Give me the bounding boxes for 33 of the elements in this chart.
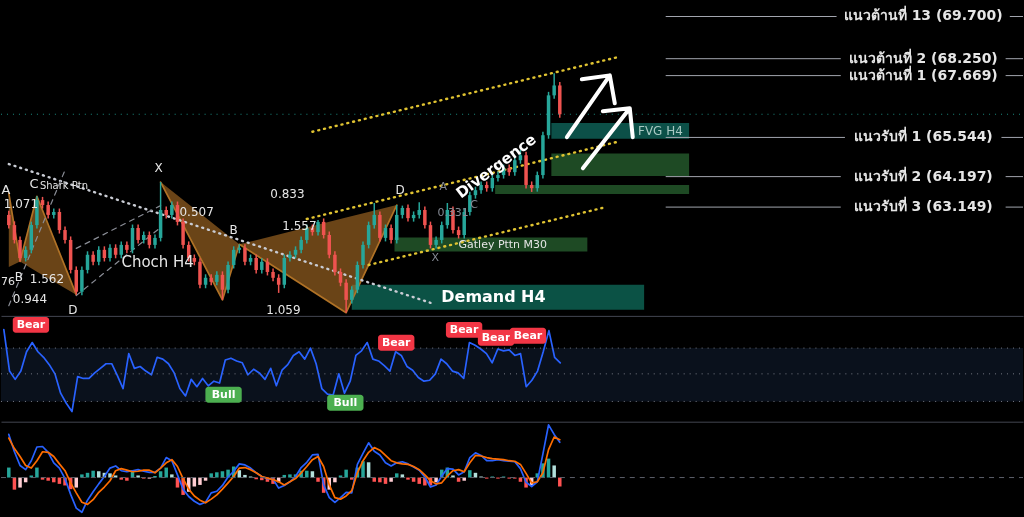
annotation: 1.557	[282, 219, 317, 234]
annotation: Bear	[449, 322, 479, 336]
annotation: X	[431, 251, 440, 264]
band-label: Demand H4	[441, 287, 546, 307]
annotation: 0.507	[179, 205, 214, 220]
annotation: Bull	[211, 387, 236, 401]
annotation: Choch H4	[121, 252, 194, 271]
annotation: D	[68, 302, 78, 317]
ref-line-label: แนวต้านที่ 13 (69.700)	[843, 5, 1003, 24]
annotation: X	[154, 161, 163, 176]
annotation: C	[29, 176, 39, 192]
band-label: Gatley Pttn M30	[458, 237, 547, 251]
band-label: FVG H4	[638, 123, 683, 138]
annotation: Bear	[381, 335, 412, 349]
ref-line-label: แนวต้านที่ 2 (68.250)	[848, 47, 998, 66]
annotation: 0.833	[270, 187, 305, 202]
annotation: 0.944	[12, 291, 48, 306]
annotation: A	[1, 182, 11, 198]
ref-line-label: แนวรับที่ 2 (64.197)	[853, 165, 993, 184]
ref-line-label: แนวรับที่ 3 (63.149)	[853, 196, 993, 215]
annotation: Bull	[333, 395, 358, 409]
ref-line-label: แนวรับที่ 1 (65.544)	[853, 126, 993, 145]
annotation: Bear	[16, 317, 46, 331]
annotation: 1.059	[266, 302, 301, 317]
annotation: B	[14, 269, 24, 284]
annotation: 76	[1, 274, 15, 288]
annotation: D	[395, 183, 405, 198]
ref-line-label: แนวต้านที่ 1 (67.669)	[848, 64, 998, 83]
annotation: Bear	[481, 330, 511, 344]
annotation: B	[229, 223, 238, 238]
annotation: Shark Ptn	[39, 180, 88, 192]
annotation: Bear	[513, 328, 543, 342]
annotation: 1.562	[29, 271, 65, 286]
